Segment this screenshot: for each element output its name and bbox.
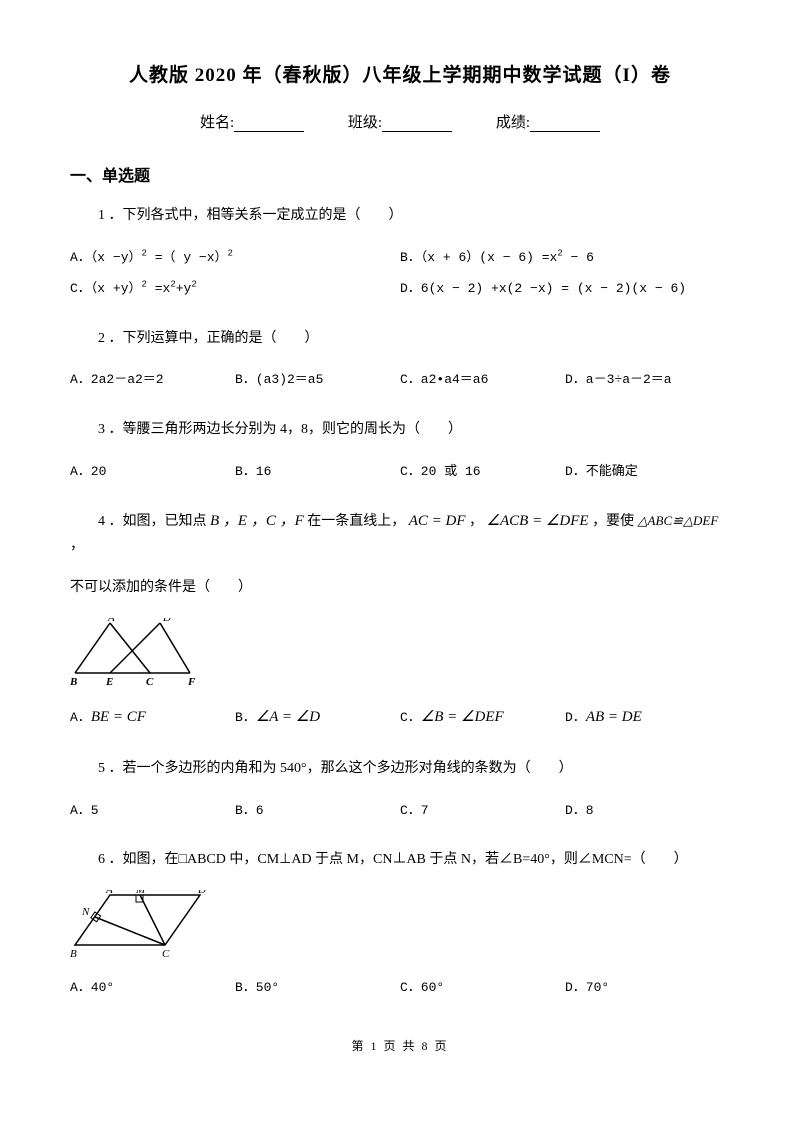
exam-title: 人教版 2020 年（春秋版）八年级上学期期中数学试题（I）卷 [70,60,730,87]
q4-lbl-c: C [146,676,154,688]
q6-options: A．40° B．50° C．60° D．70° [70,976,730,1007]
class-label: 班级: [348,115,382,131]
q1-opt-d: D．6(x − 2) +x(2 −x) = (x − 2)(x − 6) [400,277,730,300]
q4-lbl-f: F [187,676,196,688]
q3-opt-b: B．16 [235,460,400,483]
q4-pre: 4 ．如图，已知点 [98,514,207,529]
q5-opt-a: A．5 [70,799,235,822]
q6-svg: A M D N B C [70,890,220,962]
page-footer: 第 1 页 共 8 页 [70,1037,730,1054]
q6-lbl-a: A [105,890,113,896]
q2-opt-b: B．(a3)2＝a5 [235,368,400,391]
section-1-header: 一、单选题 [70,162,730,186]
q3-options: A．20 B．16 C．20 或 16 D．不能确定 [70,460,730,491]
q6-opt-d: D．70° [565,976,730,999]
q6-lbl-d: D [197,890,206,896]
q1-opt-c: C．（x +y）2 =x2+y2 [70,277,400,300]
q4-lbl-a: A [107,618,115,624]
q4-m1: B ，E ，C ，F [210,513,304,529]
q6-text: 6 ．如图，在□ABCD 中，CM⊥AD 于点 M，CN⊥AB 于点 N，若∠B… [70,848,730,872]
q1-opt-a: A．（x −y）2 =（ y −x）2 [70,246,400,269]
q3-opt-a: A．20 [70,460,235,483]
q1-opt-b: B．（x + 6）(x − 6) =x2 − 6 [400,246,730,269]
q3-opt-c: C．20 或 16 [400,460,565,483]
q4-options: A．BE = CF B．∠A = ∠D C．∠B = ∠DEF D．AB = D… [70,704,730,739]
q3-opt-d: D．不能确定 [565,460,730,483]
q4-lbl-e: E [105,676,113,688]
q2-options: A．2a2－a2＝2 B．(a3)2＝a5 C．a2•a4＝a6 D．a－3÷a… [70,368,730,399]
q4-text: 4 ．如图，已知点 B ，E ，C ，F 在一条直线上， AC = DF ， ∠… [70,509,730,558]
q2-opt-c: C．a2•a4＝a6 [400,368,565,391]
q5-options: A．5 B．6 C．7 D．8 [70,799,730,830]
q2-text: 2 ．下列运算中，正确的是（ ） [70,327,730,351]
q5-opt-b: B．6 [235,799,400,822]
class-blank[interactable] [382,117,452,132]
q4-opt-c: C．∠B = ∠DEF [400,704,565,731]
q6-lbl-c: C [162,948,170,960]
q6-lbl-b: B [70,948,77,960]
q4-lbl-d: D [162,618,171,624]
score-label: 成绩: [496,115,530,131]
q5-opt-c: C．7 [400,799,565,822]
q6-opt-a: A．40° [70,976,235,999]
info-line: 姓名: 班级: 成绩: [70,111,730,132]
name-label: 姓名: [200,115,234,131]
q4-m7: △ABC≌△DEF [638,513,719,528]
q6-opt-b: B．50° [235,976,400,999]
q4-m2: 在一条直线上， [307,514,405,529]
q3-text: 3 ．等腰三角形两边长分别为 4，8，则它的周长为（ ） [70,418,730,442]
q2-opt-d: D．a－3÷a－2＝a [565,368,730,391]
q4-svg: A D B E C F [70,618,210,690]
q4-m8: ， [70,538,84,553]
q6-lbl-m: M [135,890,146,896]
q5-text: 5 ．若一个多边形的内角和为 540°，那么这个多边形对角线的条数为（ ） [70,757,730,781]
score-blank[interactable] [530,117,600,132]
q6-figure: A M D N B C [70,890,730,962]
q4-lbl-b: B [70,676,77,688]
q1-options: A．（x −y）2 =（ y −x）2 B．（x + 6）(x − 6) =x2… [70,246,730,309]
q4-m4: ， [469,514,483,529]
q2-opt-a: A．2a2－a2＝2 [70,368,235,391]
q4-opt-b: B．∠A = ∠D [235,704,400,731]
exam-page: 人教版 2020 年（春秋版）八年级上学期期中数学试题（I）卷 姓名: 班级: … [0,0,800,1094]
q4-opt-a: A．BE = CF [70,704,235,731]
q6-opt-c: C．60° [400,976,565,999]
q5-opt-d: D．8 [565,799,730,822]
q4-figure: A D B E C F [70,618,730,690]
q4-opt-d: D．AB = DE [565,704,730,731]
q4-m5: ∠ACB = ∠DFE [487,513,589,529]
q4-m6: ，要使 [592,514,634,529]
q4-cont: 不可以添加的条件是（ ） [70,576,730,600]
q1-text: 1 ．下列各式中，相等关系一定成立的是（ ） [70,204,730,228]
q6-lbl-n: N [81,906,90,918]
name-blank[interactable] [234,117,304,132]
q4-m3: AC = DF [409,513,466,529]
